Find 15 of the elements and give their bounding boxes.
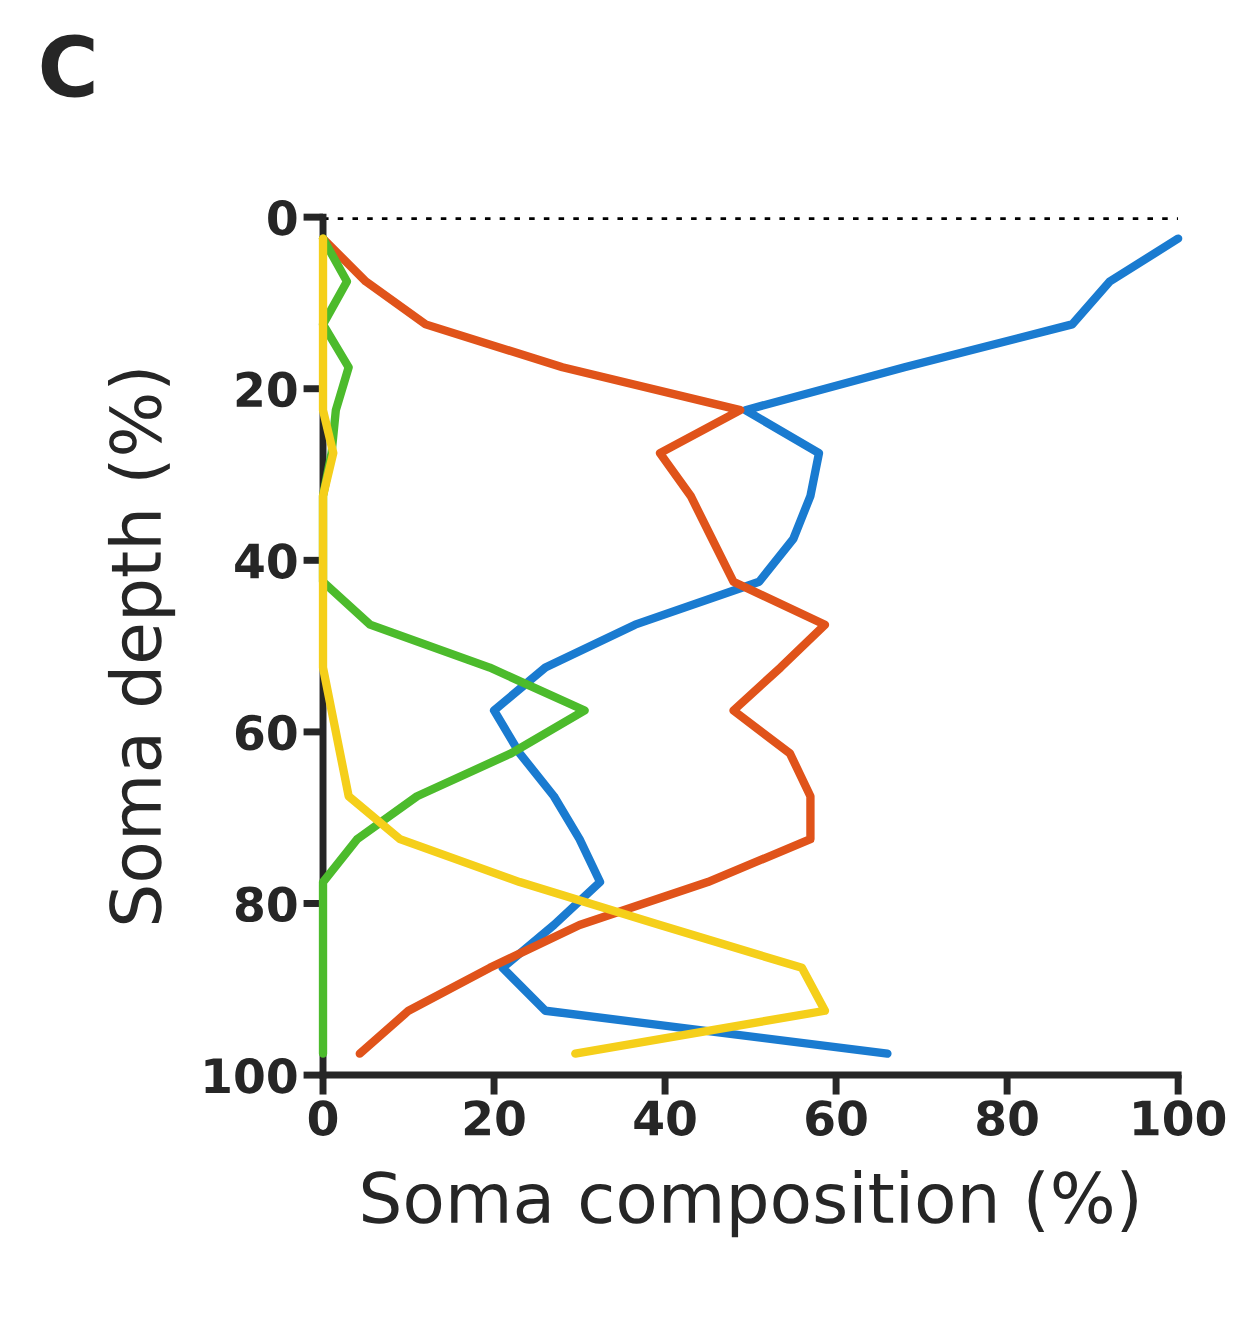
y-axis-title: Soma depth (%) [107, 370, 176, 924]
y-tick-label: 80 [235, 886, 297, 923]
x-axis-title: Soma composition (%) [362, 1170, 1137, 1238]
x-tick-label: 60 [806, 1100, 867, 1136]
x-tick-label: 20 [464, 1100, 525, 1136]
x-tick-label: 0 [308, 1100, 338, 1136]
chart-title: C [41, 34, 94, 98]
y-tick-label: 100 [205, 1057, 297, 1094]
x-tick-label: 100 [1134, 1100, 1226, 1136]
y-tick-label: 20 [236, 371, 297, 408]
y-tick-label: 60 [235, 714, 297, 751]
x-tick-label: 40 [634, 1100, 696, 1136]
x-tick-label: 80 [977, 1100, 1038, 1136]
y-tick-label: 0 [268, 200, 297, 236]
y-tick-label: 40 [235, 543, 297, 579]
